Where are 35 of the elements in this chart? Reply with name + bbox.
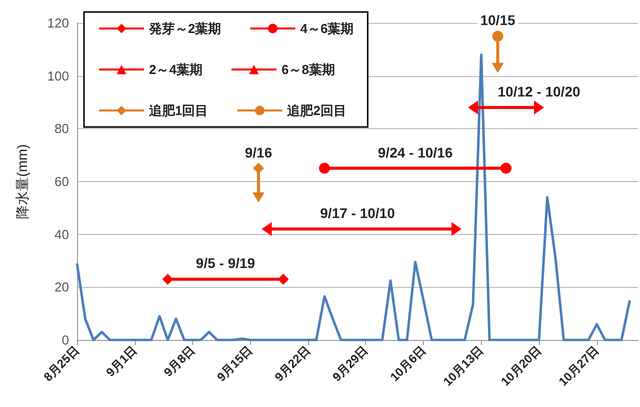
annotation: 10/15 — [480, 12, 516, 28]
annotation: 9/24 - 10/16 — [378, 144, 453, 160]
point — [253, 162, 264, 174]
y-tick-label: 100 — [47, 68, 69, 84]
point — [162, 274, 174, 285]
annotation: 9/5 - 9/19 — [196, 255, 256, 272]
x-tick-label: 9月29日 — [330, 343, 371, 384]
x-tick-label: 10月13日 — [440, 343, 486, 389]
point — [500, 162, 512, 174]
annotation: 9/16 — [244, 144, 272, 160]
x-tick-label: 10月20日 — [498, 343, 544, 389]
legend-label: 4～6葉期 — [300, 21, 354, 36]
legend-label: 追肥2回目 — [286, 103, 346, 118]
legend-label: 発芽～2葉期 — [148, 21, 222, 36]
x-tick-label: 9月1日 — [103, 343, 140, 380]
annotation: 10/12 - 10/20 — [498, 84, 580, 100]
y-tick-label: 20 — [54, 280, 69, 295]
point — [492, 30, 504, 42]
line-series — [76, 53, 631, 342]
y-tick-label: 40 — [54, 226, 69, 242]
legend-label: 追肥1回目 — [148, 103, 208, 118]
legend-label: 6～8葉期 — [281, 62, 335, 77]
x-tick-label: 9月15日 — [214, 343, 256, 384]
x-tick-label: 9月8日 — [161, 343, 198, 380]
annotation: 9/17 - 10/10 — [320, 205, 396, 222]
x-tick-label: 10月6日 — [387, 343, 428, 384]
legend-label: 2～4葉期 — [149, 62, 202, 77]
y-axis-title: 降水量(mm) — [14, 144, 30, 219]
point — [278, 274, 289, 285]
y-tick-label: 80 — [54, 121, 69, 136]
x-tick-label: 9月22日 — [272, 343, 313, 384]
y-tick-label: 60 — [54, 174, 69, 189]
point — [319, 162, 330, 174]
x-tick-label: 10月27日 — [556, 343, 602, 389]
y-tick-label: 120 — [47, 16, 69, 30]
